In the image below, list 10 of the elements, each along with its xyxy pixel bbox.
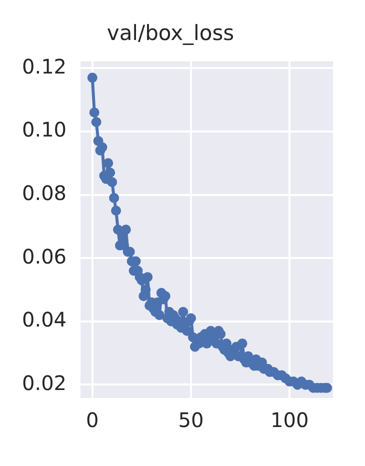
y-tick-label: 0.02 <box>22 370 67 395</box>
x-tick-label: 100 <box>270 408 309 432</box>
y-tick-label: 0.04 <box>22 308 67 332</box>
chart-title: val/box_loss <box>106 21 234 46</box>
y-tick-label: 0.10 <box>22 118 67 142</box>
y-tick-label: 0.06 <box>22 244 67 268</box>
x-tick-label: 50 <box>178 408 204 432</box>
y-tick-label: 0.08 <box>22 180 67 205</box>
x-tick-label: 0 <box>86 408 99 432</box>
y-tick-label: 0.12 <box>22 54 67 78</box>
